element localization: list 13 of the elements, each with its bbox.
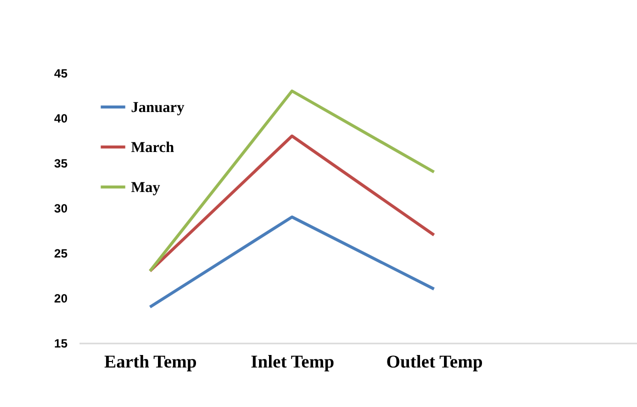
- y-tick-label: 40: [54, 112, 68, 126]
- x-tick-label: Outlet Temp: [386, 352, 483, 372]
- y-tick-label: 30: [54, 202, 68, 216]
- legend-label: May: [131, 180, 161, 196]
- y-tick-label: 35: [54, 156, 68, 170]
- x-tick-label: Inlet Temp: [250, 352, 334, 372]
- y-tick-label: 45: [54, 66, 68, 80]
- legend-label: January: [131, 100, 185, 116]
- y-tick-label: 15: [54, 336, 68, 350]
- x-tick-label: Earth Temp: [104, 352, 197, 372]
- legend-label: March: [131, 140, 175, 156]
- y-tick-label: 25: [54, 246, 68, 260]
- y-tick-label: 20: [54, 292, 68, 306]
